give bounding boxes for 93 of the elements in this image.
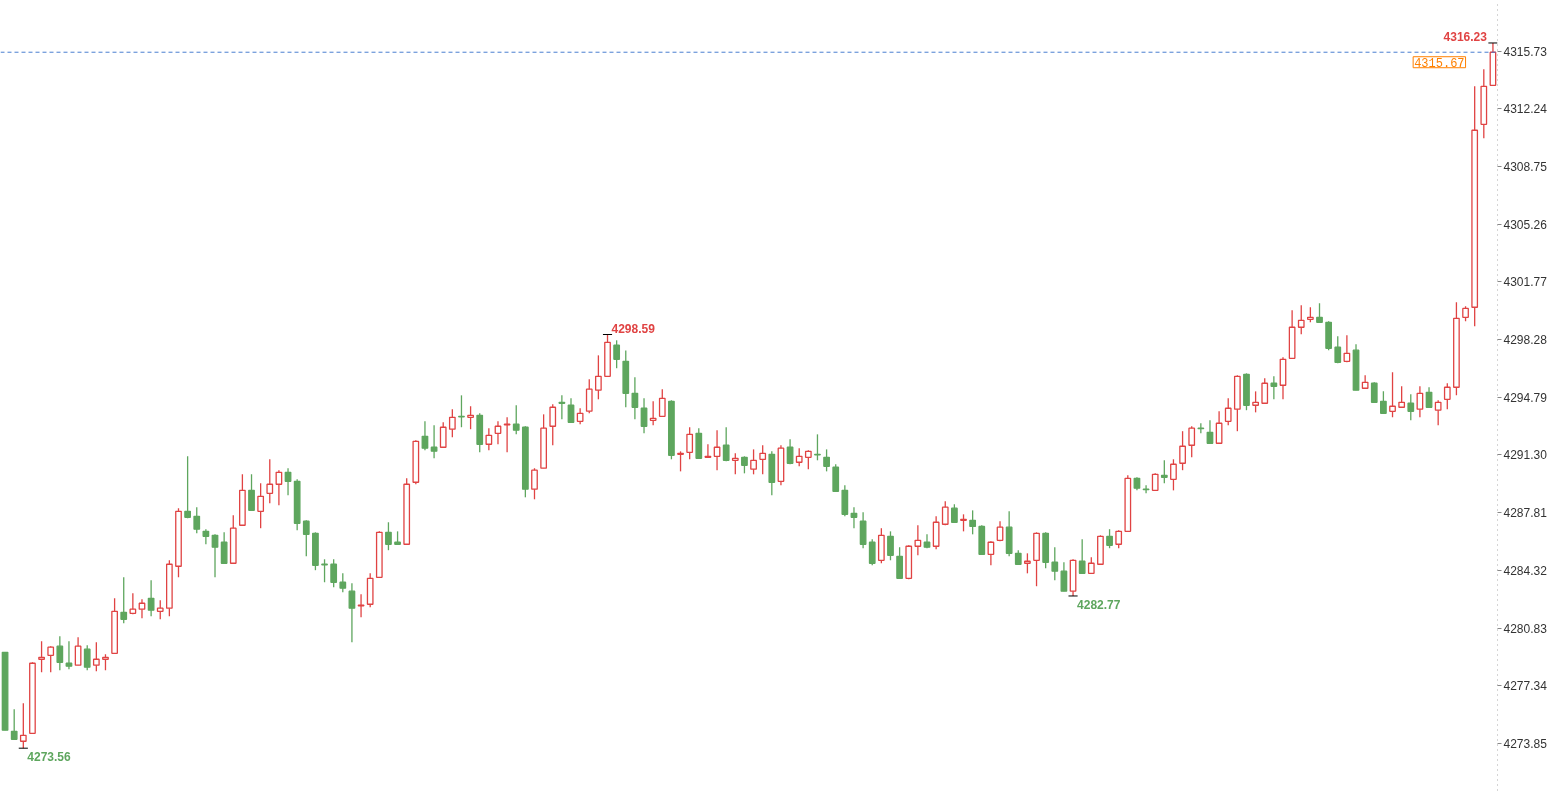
candlestick <box>1343 334 1351 363</box>
candlestick <box>914 524 922 556</box>
candlestick <box>339 572 347 593</box>
candlestick <box>1389 371 1396 418</box>
candlestick <box>193 506 201 534</box>
candlestick <box>202 528 210 545</box>
y-tick-label: 4312.24 <box>1503 102 1548 117</box>
candlestick <box>56 635 64 671</box>
candlestick <box>147 579 155 617</box>
candlestick <box>1334 335 1342 364</box>
candlestick <box>1380 390 1387 414</box>
candlestick <box>448 408 456 438</box>
candlestick <box>795 447 803 467</box>
candlestick <box>677 450 684 473</box>
candlestick <box>1106 528 1113 549</box>
ref-line-label: 4315.67 <box>1414 56 1465 71</box>
candlestick <box>868 538 876 566</box>
candlestick <box>512 404 520 435</box>
y-tick-label: 4315.73 <box>1503 44 1548 59</box>
candlestick <box>585 378 593 414</box>
candlestick <box>439 421 447 448</box>
candlestick <box>1078 538 1086 574</box>
candlestick <box>385 521 392 551</box>
candlestick <box>613 339 621 369</box>
candlestick <box>595 354 602 400</box>
y-tick-label: 4298.28 <box>1503 333 1548 348</box>
y-tick-label: 4308.75 <box>1503 160 1548 175</box>
candlestick <box>1051 546 1059 581</box>
candlestick <box>266 458 274 504</box>
candlestick <box>248 473 255 512</box>
candlestick <box>1270 375 1278 400</box>
candlestick <box>330 558 338 588</box>
y-tick-label: 4291.30 <box>1503 448 1548 463</box>
candlestick <box>1160 459 1168 484</box>
candlestick <box>1398 385 1406 408</box>
candlestick <box>10 708 18 740</box>
candlestick <box>92 641 100 672</box>
candlestick <box>558 394 566 420</box>
y-tick-label: 4305.26 <box>1503 217 1548 232</box>
candlestick <box>1370 381 1378 403</box>
candlestick <box>823 448 830 473</box>
candlestick <box>1024 552 1031 574</box>
candlestick <box>257 482 265 529</box>
candlestick <box>1115 529 1123 549</box>
candlestick <box>47 645 55 673</box>
annotation: 4282.77 <box>1077 597 1121 612</box>
candlestick <box>531 467 538 500</box>
candlestick <box>302 519 310 557</box>
candlestick <box>549 403 557 446</box>
candlestick <box>1434 399 1442 426</box>
candlestick <box>184 455 192 519</box>
candlestick <box>1224 397 1232 426</box>
candlestick <box>750 448 757 475</box>
candlestick <box>220 531 228 564</box>
candlestick <box>658 388 666 417</box>
candlestick <box>804 449 812 470</box>
candlestick <box>841 484 849 517</box>
candlestick <box>19 702 27 749</box>
candlestick <box>686 426 694 460</box>
candlestick <box>887 530 894 561</box>
candlestick <box>1261 377 1269 404</box>
candlestick <box>969 509 977 535</box>
annotation: 4316.23 <box>1443 29 1488 44</box>
candlestick <box>722 426 730 462</box>
candlestick <box>1252 390 1259 414</box>
y-tick-label: 4273.85 <box>1503 736 1548 751</box>
candlestick <box>83 644 91 671</box>
y-tick-label: 4301.77 <box>1503 275 1548 290</box>
candlestick <box>485 427 493 451</box>
candlestick <box>1297 304 1305 335</box>
candlestick <box>1188 425 1196 458</box>
candlestick <box>1170 458 1177 492</box>
annotation: 4273.56 <box>27 750 72 765</box>
candlestick <box>1179 430 1186 471</box>
y-tick-label: 4277.34 <box>1503 679 1548 694</box>
candlestick <box>950 503 958 523</box>
candlestick <box>731 452 739 475</box>
candlestick <box>759 444 767 475</box>
candlestick <box>120 576 128 624</box>
y-tick-label: 4284.32 <box>1503 563 1548 578</box>
candlestick <box>932 515 940 550</box>
candlestick <box>1316 302 1323 323</box>
candlestick <box>467 405 474 430</box>
y-tick-label: 4287.81 <box>1503 506 1548 521</box>
y-tick-label: 4294.79 <box>1503 390 1548 405</box>
candlestick <box>1443 382 1451 410</box>
candlestick <box>38 640 45 673</box>
candlestick <box>1407 393 1415 421</box>
candlestick <box>649 400 657 426</box>
y-tick-label: 4280.83 <box>1503 621 1548 636</box>
candlestick <box>156 599 164 620</box>
candlestick <box>896 546 903 579</box>
annotation: 4298.59 <box>611 321 656 336</box>
